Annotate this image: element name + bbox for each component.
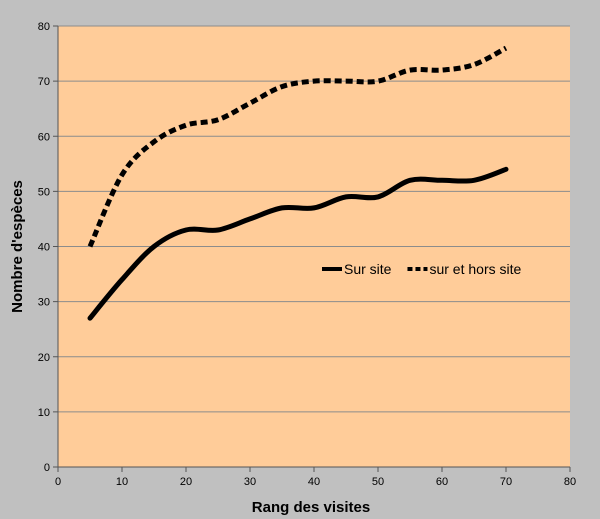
x-tick-label: 40 xyxy=(308,476,320,488)
y-tick-label: 0 xyxy=(44,462,50,474)
x-tick-label: 80 xyxy=(564,476,576,488)
legend: Sur site sur et hors site xyxy=(322,261,521,277)
x-tick-label: 60 xyxy=(436,476,448,488)
y-tick-label: 50 xyxy=(38,186,50,198)
series-line-sur-site xyxy=(87,166,509,321)
y-tick-label: 40 xyxy=(38,242,50,254)
y-tick-label: 60 xyxy=(38,131,50,143)
x-tick-label: 0 xyxy=(55,476,61,488)
x-axis-tick-labels: 0 10 20 30 40 50 60 70 80 xyxy=(55,476,576,488)
series-line-sur-et-hors-site xyxy=(87,45,508,248)
legend-label: sur et hors site xyxy=(429,261,521,277)
x-tick-label: 10 xyxy=(116,476,128,488)
y-tick-label: 20 xyxy=(38,352,50,364)
x-tick-label: 70 xyxy=(500,476,512,488)
x-tick-label: 50 xyxy=(372,476,384,488)
y-tick-label: 10 xyxy=(38,407,50,419)
x-tick-label: 20 xyxy=(180,476,192,488)
series-lines xyxy=(87,45,509,321)
y-tick-label: 80 xyxy=(38,21,50,33)
y-axis-tick-labels: 0 10 20 30 40 50 60 70 80 xyxy=(38,21,50,474)
y-axis-title: Nombre d'espèces xyxy=(9,180,26,313)
legend-label: Sur site xyxy=(344,261,392,277)
y-tick-label: 70 xyxy=(38,76,50,88)
x-tick-label: 30 xyxy=(244,476,256,488)
axes xyxy=(53,25,571,472)
y-tick-label: 30 xyxy=(38,297,50,309)
x-axis-title: Rang des visites xyxy=(252,499,370,516)
